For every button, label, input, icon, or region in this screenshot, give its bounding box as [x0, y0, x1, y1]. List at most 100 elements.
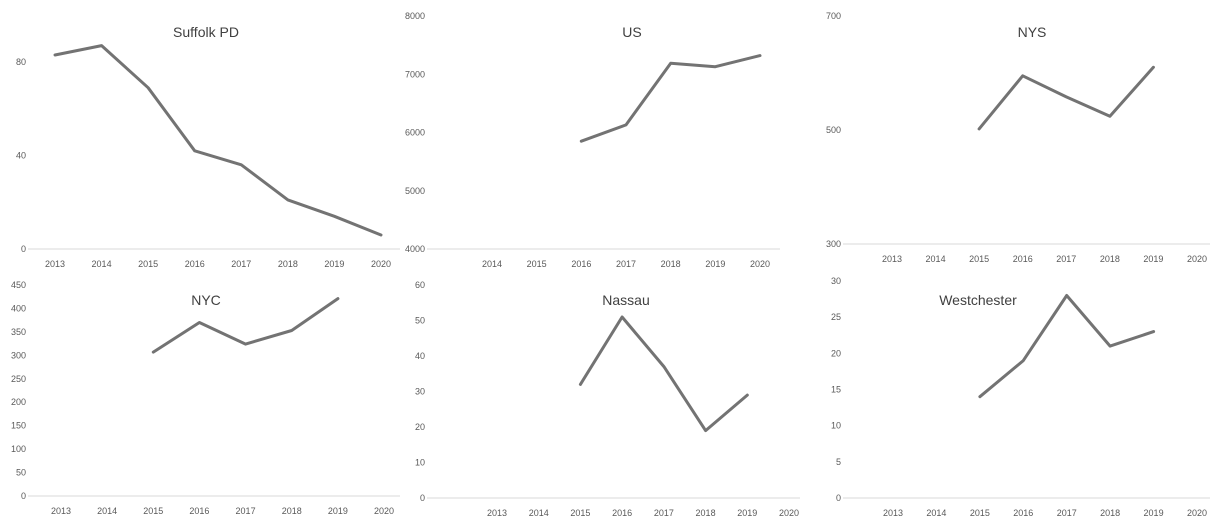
x-tick-label: 2016 [185, 259, 205, 269]
x-tick-label: 2016 [1013, 508, 1033, 518]
x-tick-label: 2013 [487, 508, 507, 518]
chart-title: Suffolk PD [173, 24, 239, 40]
x-tick-label: 2019 [737, 508, 757, 518]
chart-panel-6: Westchester 0 5 10 15 20 25 30 2013 2014 2015 2016 2… [831, 276, 1210, 518]
y-tick-label: 30 [415, 387, 425, 397]
y-tick-label: 700 [826, 11, 841, 21]
y-tick-label: 10 [831, 421, 841, 431]
series-line [579, 54, 762, 143]
x-tick-label: 2016 [1013, 254, 1033, 264]
y-tick-label: 500 [826, 125, 841, 135]
y-tick-label: 450 [11, 280, 26, 290]
x-tick-label: 2015 [143, 506, 163, 516]
y-tick-label: 4000 [405, 244, 425, 254]
x-tick-label: 2014 [926, 254, 946, 264]
chart-title: NYC [191, 292, 221, 308]
x-tick-label: 2019 [1143, 254, 1163, 264]
chart-title: US [622, 24, 641, 40]
x-tick-label: 2019 [328, 506, 348, 516]
y-tick-label: 250 [11, 374, 26, 384]
x-tick-label: 2018 [282, 506, 302, 516]
chart-panel-2: US 4000 5000 6000 7000 8000 2014 2015 2016 2017 20… [405, 11, 780, 269]
x-tick-label: 2018 [1100, 254, 1120, 264]
y-tick-label: 7000 [405, 69, 425, 79]
x-tick-label: 2014 [92, 259, 112, 269]
x-tick-label: 2014 [529, 508, 549, 518]
y-tick-label: 200 [11, 397, 26, 407]
y-tick-label: 0 [21, 491, 26, 501]
x-tick-label: 2014 [97, 506, 117, 516]
x-tick-label: 2018 [1100, 508, 1120, 518]
x-tick-label: 2019 [324, 259, 344, 269]
x-tick-label: 2017 [236, 506, 256, 516]
series-line [578, 315, 749, 433]
series-line [151, 297, 340, 354]
y-tick-label: 0 [836, 493, 841, 503]
x-tick-label: 2016 [189, 506, 209, 516]
y-tick-label: 0 [420, 493, 425, 503]
x-tick-label: 2016 [612, 508, 632, 518]
x-tick-label: 2017 [231, 259, 251, 269]
y-tick-label: 15 [831, 385, 841, 395]
x-tick-label: 2019 [705, 259, 725, 269]
x-tick-label: 2020 [374, 506, 394, 516]
y-tick-label: 0 [21, 244, 26, 254]
y-tick-label: 300 [11, 350, 26, 360]
x-tick-label: 2017 [616, 259, 636, 269]
x-tick-label: 2014 [926, 508, 946, 518]
x-tick-label: 2020 [371, 259, 391, 269]
x-tick-label: 2015 [527, 259, 547, 269]
x-tick-label: 2020 [1187, 508, 1207, 518]
x-tick-label: 2016 [571, 259, 591, 269]
x-tick-label: 2017 [654, 508, 674, 518]
y-tick-label: 40 [415, 351, 425, 361]
x-tick-label: 2018 [661, 259, 681, 269]
y-tick-label: 10 [415, 458, 425, 468]
y-tick-label: 150 [11, 421, 26, 431]
series-line [977, 65, 1155, 131]
series-line [53, 44, 383, 237]
x-tick-label: 2014 [482, 259, 502, 269]
y-tick-label: 20 [415, 422, 425, 432]
x-tick-label: 2018 [696, 508, 716, 518]
x-tick-label: 2013 [882, 254, 902, 264]
x-tick-label: 2020 [1187, 254, 1207, 264]
x-tick-label: 2013 [883, 508, 903, 518]
chart-panel-1: Suffolk PD 0 40 80 2013 2014 2015 2016 2017 2018 2… [16, 24, 400, 269]
y-tick-label: 25 [831, 312, 841, 322]
y-tick-label: 100 [11, 444, 26, 454]
y-tick-label: 8000 [405, 11, 425, 21]
y-tick-label: 5 [836, 457, 841, 467]
y-tick-label: 60 [415, 280, 425, 290]
x-tick-label: 2013 [45, 259, 65, 269]
x-tick-label: 2015 [969, 254, 989, 264]
chart-panel-3: NYS 300 500 700 2013 2014 2015 2016 2017 2018 2019… [826, 11, 1210, 264]
y-tick-label: 30 [831, 276, 841, 286]
y-tick-label: 400 [11, 303, 26, 313]
chart-title: NYS [1018, 24, 1047, 40]
x-tick-label: 2019 [1144, 508, 1164, 518]
x-tick-label: 2018 [278, 259, 298, 269]
chart-panel-4: NYC 0 50 100 150 200 250 300 350 400 450 2013 2014 20… [11, 280, 400, 516]
x-tick-label: 2020 [750, 259, 770, 269]
y-tick-label: 80 [16, 57, 26, 67]
x-tick-label: 2017 [1056, 254, 1076, 264]
x-tick-label: 2013 [51, 506, 71, 516]
chart-title: Nassau [602, 292, 649, 308]
y-tick-label: 5000 [405, 186, 425, 196]
x-tick-label: 2020 [779, 508, 799, 518]
y-tick-label: 300 [826, 239, 841, 249]
chart-title: Westchester [939, 292, 1017, 308]
x-tick-label: 2015 [570, 508, 590, 518]
y-tick-label: 50 [415, 316, 425, 326]
y-tick-label: 6000 [405, 128, 425, 138]
x-tick-label: 2015 [138, 259, 158, 269]
y-tick-label: 50 [16, 468, 26, 478]
y-tick-label: 20 [831, 348, 841, 358]
y-tick-label: 40 [16, 151, 26, 161]
x-tick-label: 2015 [970, 508, 990, 518]
y-tick-label: 350 [11, 327, 26, 337]
x-tick-label: 2017 [1057, 508, 1077, 518]
